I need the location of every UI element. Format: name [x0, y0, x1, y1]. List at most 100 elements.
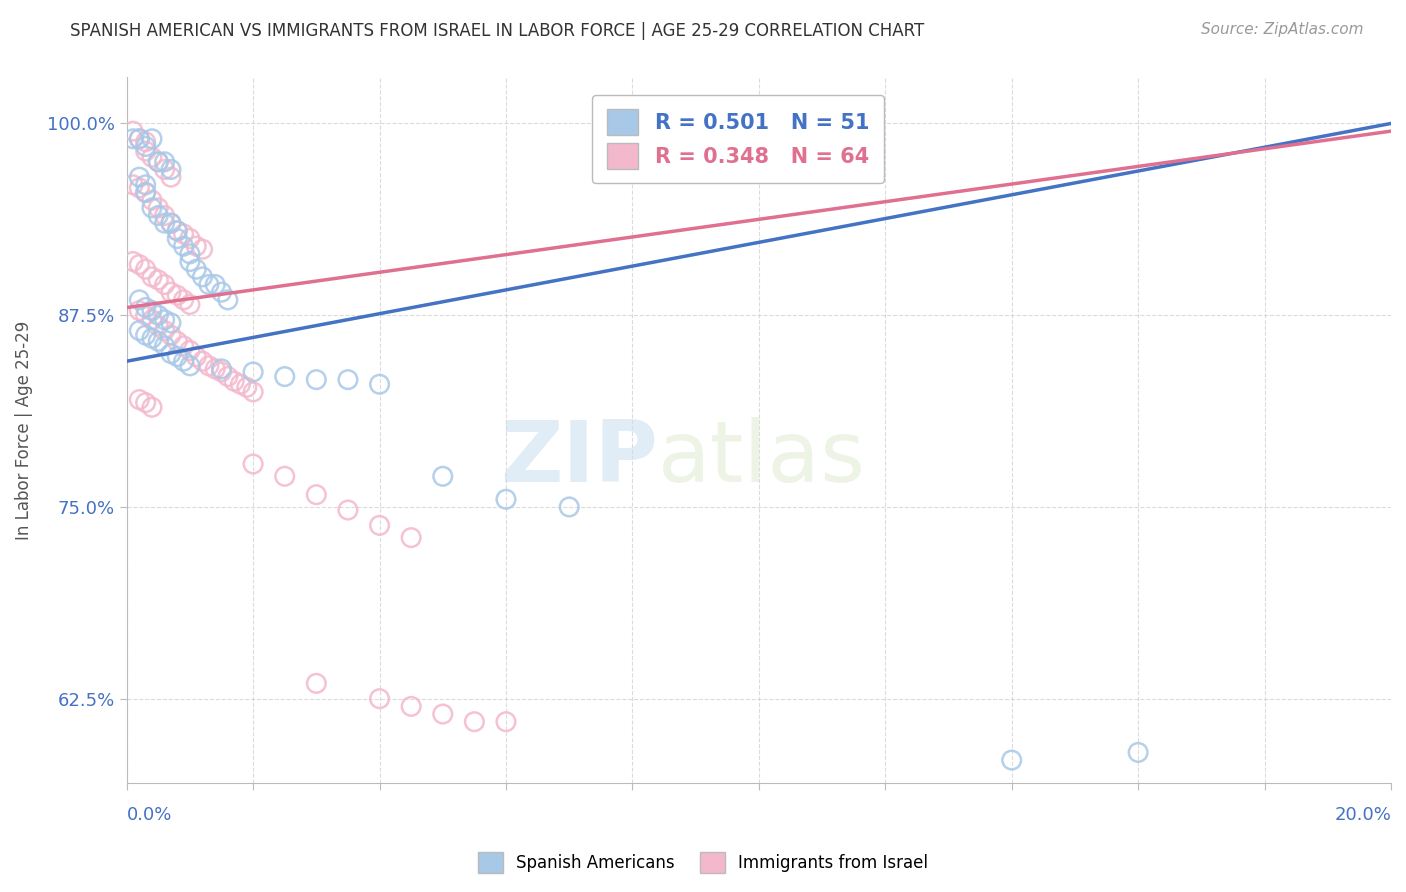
Point	[179, 247, 201, 261]
Point	[135, 328, 157, 343]
Point	[122, 132, 145, 146]
Point	[179, 231, 201, 245]
Point	[229, 377, 252, 392]
Point	[128, 258, 150, 272]
Point	[160, 316, 183, 330]
Point	[204, 277, 226, 292]
Point	[135, 186, 157, 200]
Point	[128, 181, 150, 195]
Legend: R = 0.501   N = 51, R = 0.348   N = 64: R = 0.501 N = 51, R = 0.348 N = 64	[592, 95, 884, 183]
Point	[191, 354, 214, 368]
Point	[148, 154, 170, 169]
Point	[160, 162, 183, 177]
Point	[191, 269, 214, 284]
Point	[211, 285, 233, 300]
Point	[153, 209, 176, 223]
Point	[179, 297, 201, 311]
Point	[141, 193, 163, 207]
Point	[368, 691, 391, 706]
Point	[153, 313, 176, 327]
Point	[166, 350, 188, 364]
Point	[173, 339, 195, 353]
Point	[236, 380, 259, 394]
Point	[141, 132, 163, 146]
Point	[191, 242, 214, 256]
Point	[173, 354, 195, 368]
Point	[463, 714, 485, 729]
Point	[135, 301, 157, 315]
Point	[141, 201, 163, 215]
Text: ZIP: ZIP	[501, 417, 658, 500]
Point	[432, 707, 454, 722]
Point	[166, 334, 188, 349]
Point	[274, 469, 297, 483]
Point	[135, 186, 157, 200]
Point	[186, 350, 208, 364]
Point	[128, 170, 150, 185]
Point	[179, 359, 201, 373]
Text: 0.0%: 0.0%	[127, 806, 172, 824]
Point	[368, 518, 391, 533]
Point	[128, 132, 150, 146]
Point	[173, 227, 195, 241]
Point	[166, 224, 188, 238]
Point	[135, 395, 157, 409]
Point	[141, 150, 163, 164]
Point	[166, 231, 188, 245]
Point	[242, 457, 264, 471]
Point	[160, 216, 183, 230]
Point	[122, 254, 145, 268]
Point	[336, 373, 359, 387]
Point	[148, 154, 170, 169]
Text: Source: ZipAtlas.com: Source: ZipAtlas.com	[1201, 22, 1364, 37]
Point	[153, 324, 176, 338]
Point	[135, 308, 157, 322]
Point	[153, 162, 176, 177]
Point	[166, 224, 188, 238]
Point	[204, 362, 226, 376]
Point	[224, 374, 246, 388]
Point	[141, 401, 163, 415]
Point	[148, 334, 170, 349]
Point	[186, 262, 208, 277]
Point	[242, 384, 264, 399]
Point	[148, 209, 170, 223]
Point	[173, 239, 195, 253]
Point	[160, 170, 183, 185]
Point	[495, 714, 517, 729]
Point	[135, 262, 157, 277]
Point	[135, 135, 157, 149]
Point	[148, 308, 170, 322]
Point	[148, 201, 170, 215]
Point	[160, 285, 183, 300]
Point	[336, 503, 359, 517]
Point	[128, 303, 150, 318]
Point	[153, 339, 176, 353]
Point	[558, 500, 581, 514]
Point	[141, 303, 163, 318]
Point	[217, 293, 239, 307]
Point	[368, 377, 391, 392]
Point	[148, 318, 170, 333]
Point	[128, 324, 150, 338]
Text: 20.0%: 20.0%	[1334, 806, 1391, 824]
Point	[432, 469, 454, 483]
Point	[153, 154, 176, 169]
Point	[128, 293, 150, 307]
Point	[141, 313, 163, 327]
Point	[128, 392, 150, 407]
Point	[160, 328, 183, 343]
Point	[128, 132, 150, 146]
Point	[305, 676, 328, 690]
Point	[135, 178, 157, 192]
Point	[211, 362, 233, 376]
Point	[1001, 753, 1024, 767]
Point	[160, 346, 183, 360]
Point	[217, 369, 239, 384]
Point	[141, 269, 163, 284]
Point	[148, 273, 170, 287]
Point	[399, 531, 422, 545]
Point	[495, 492, 517, 507]
Point	[153, 216, 176, 230]
Point	[141, 331, 163, 345]
